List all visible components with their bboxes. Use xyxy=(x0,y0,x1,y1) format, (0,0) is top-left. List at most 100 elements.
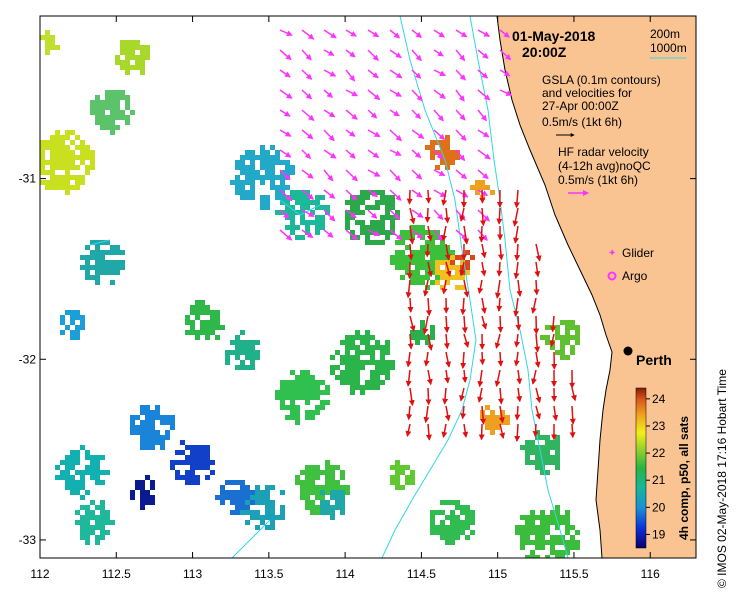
sst-pixel xyxy=(325,460,330,465)
sst-pixel xyxy=(280,180,285,185)
sst-pixel xyxy=(540,465,545,470)
sst-pixel xyxy=(365,330,370,335)
sst-pixel xyxy=(440,520,445,525)
sst-pixel xyxy=(315,380,320,385)
sst-pixel xyxy=(150,420,155,425)
sst-pixel xyxy=(195,315,200,320)
sst-pixel xyxy=(390,475,395,480)
sst-pixel xyxy=(250,345,255,350)
sst-pixel xyxy=(315,230,320,235)
sst-pixel xyxy=(110,115,115,120)
sst-pixel xyxy=(90,110,95,115)
sst-pixel xyxy=(145,405,150,410)
sst-pixel xyxy=(365,380,370,385)
sst-pixel xyxy=(75,165,80,170)
sst-pixel xyxy=(75,325,80,330)
sst-pixel xyxy=(110,100,115,105)
sst-pixel xyxy=(290,230,295,235)
sst-pixel xyxy=(570,545,575,550)
sst-pixel xyxy=(85,520,90,525)
sst-pixel xyxy=(280,200,285,205)
sst-pixel xyxy=(445,135,450,140)
sst-pixel xyxy=(85,260,90,265)
sst-pixel xyxy=(390,360,395,365)
sst-pixel xyxy=(95,110,100,115)
sst-pixel xyxy=(85,450,90,455)
sst-pixel xyxy=(365,240,370,245)
sst-pixel xyxy=(80,325,85,330)
sst-pixel xyxy=(90,460,95,465)
sst-pixel xyxy=(345,335,350,340)
sst-pixel xyxy=(310,220,315,225)
sst-pixel xyxy=(310,505,315,510)
hf-arrow xyxy=(498,243,504,261)
sst-pixel xyxy=(245,355,250,360)
sst-pixel xyxy=(175,470,180,475)
sst-pixel xyxy=(100,515,105,520)
sst-pixel xyxy=(390,365,395,370)
gsla-arrow xyxy=(301,169,314,179)
sst-pixel xyxy=(555,460,560,465)
sst-pixel xyxy=(75,185,80,190)
sst-pixel xyxy=(350,200,355,205)
sst-pixel xyxy=(350,370,355,375)
sst-pixel xyxy=(430,155,435,160)
sst-pixel xyxy=(75,485,80,490)
sst-pixel xyxy=(100,125,105,130)
sst-pixel xyxy=(565,325,570,330)
sst-pixel xyxy=(325,390,330,395)
sst-pixel xyxy=(65,135,70,140)
sst-pixel xyxy=(260,490,265,495)
gsla-arrow xyxy=(389,89,402,97)
sst-pixel xyxy=(220,485,225,490)
sst-pixel xyxy=(245,180,250,185)
sst-pixel xyxy=(320,505,325,510)
sst-pixel xyxy=(90,265,95,270)
sst-pixel xyxy=(355,355,360,360)
sst-pixel xyxy=(295,375,300,380)
hf-arrow xyxy=(514,405,521,421)
sst-pixel xyxy=(280,185,285,190)
sst-pixel xyxy=(260,160,265,165)
sst-pixel xyxy=(90,150,95,155)
sst-pixel xyxy=(305,395,310,400)
sst-pixel xyxy=(545,440,550,445)
sst-pixel xyxy=(355,330,360,335)
sst-pixel xyxy=(60,475,65,480)
sst-pixel xyxy=(110,105,115,110)
sst-pixel xyxy=(70,185,75,190)
sst-pixel xyxy=(360,335,365,340)
sst-pixel xyxy=(325,500,330,505)
hf-arrow xyxy=(406,405,413,421)
sst-pixel xyxy=(125,95,130,100)
sst-pixel xyxy=(60,470,65,475)
sst-pixel xyxy=(250,515,255,520)
sst-pixel xyxy=(450,525,455,530)
sst-pixel xyxy=(380,230,385,235)
sst-pixel xyxy=(145,45,150,50)
sst-pixel xyxy=(320,195,325,200)
gsla-arrow xyxy=(433,29,446,38)
sst-pixel xyxy=(290,225,295,230)
colorbar-tick-label: 23 xyxy=(652,419,666,433)
sst-pixel xyxy=(405,255,410,260)
sst-pixel xyxy=(380,345,385,350)
sst-pixel xyxy=(95,520,100,525)
sst-pixel xyxy=(305,195,310,200)
hf-arrow xyxy=(478,225,485,243)
sst-pixel xyxy=(80,480,85,485)
sst-pixel xyxy=(70,450,75,455)
gsla-legend-line1: GSLA (0.1m contours) xyxy=(542,73,661,87)
sst-pixel xyxy=(240,160,245,165)
sst-pixel xyxy=(250,165,255,170)
sst-pixel xyxy=(110,250,115,255)
sst-pixel xyxy=(240,365,245,370)
sst-pixel xyxy=(430,530,435,535)
sst-pixel xyxy=(100,525,105,530)
sst-pixel xyxy=(340,355,345,360)
sst-pixel xyxy=(555,535,560,540)
sst-pixel xyxy=(75,520,80,525)
sst-pixel xyxy=(245,500,250,505)
sst-pixel xyxy=(575,540,580,545)
sst-pixel xyxy=(535,525,540,530)
